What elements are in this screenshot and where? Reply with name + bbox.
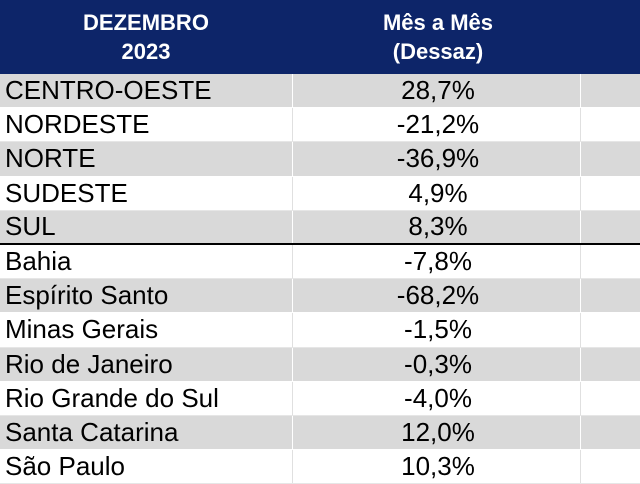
region-cell: Bahia bbox=[5, 246, 72, 277]
header-period: DEZEMBRO 2023 bbox=[0, 0, 292, 74]
table-body: CENTRO-OESTE 28,7% NORDESTE -21,2% NORTE… bbox=[0, 74, 640, 484]
region-cell: CENTRO-OESTE bbox=[5, 75, 212, 106]
value-cell: -7,8% bbox=[404, 246, 472, 277]
region-cell: Santa Catarina bbox=[5, 416, 179, 447]
region-cell: Espírito Santo bbox=[5, 280, 169, 311]
value-cell: -36,9% bbox=[396, 143, 480, 174]
value-cell: 12,0% bbox=[401, 416, 475, 447]
table-row: São Paulo 10,3% bbox=[0, 450, 640, 484]
value-cell: -1,5% bbox=[404, 314, 472, 345]
value-cell: 28,7% bbox=[401, 75, 475, 106]
table-row: Minas Gerais -1,5% bbox=[0, 313, 640, 348]
table-row: Espírito Santo -68,2% bbox=[0, 279, 640, 314]
value-cell: -21,2% bbox=[396, 109, 480, 140]
value-cell: 10,3% bbox=[401, 451, 475, 482]
table-header: DEZEMBRO 2023 Mês a Mês (Dessaz) bbox=[0, 0, 640, 74]
header-month: DEZEMBRO bbox=[83, 10, 209, 35]
table-row: SUDESTE 4,9% bbox=[0, 176, 640, 211]
header-metric: Mês a Mês (Dessaz) bbox=[292, 0, 584, 74]
table-row: Rio de Janeiro -0,3% bbox=[0, 347, 640, 382]
header-metric-title: Mês a Mês bbox=[382, 10, 494, 35]
region-cell: Rio Grande do Sul bbox=[5, 382, 219, 413]
value-cell: 8,3% bbox=[408, 211, 468, 242]
value-cell: 4,9% bbox=[408, 177, 468, 208]
table-row: NORTE -36,9% bbox=[0, 142, 640, 177]
table-row: CENTRO-OESTE 28,7% bbox=[0, 74, 640, 109]
region-cell: SUL bbox=[5, 211, 56, 242]
region-cell: NORTE bbox=[5, 143, 96, 174]
table-row: Bahia -7,8% bbox=[0, 244, 640, 280]
table-row: SUL 8,3% bbox=[0, 210, 640, 245]
value-cell: -4,0% bbox=[404, 382, 472, 413]
region-cell: São Paulo bbox=[5, 451, 125, 482]
region-cell: Minas Gerais bbox=[5, 314, 159, 345]
region-cell: SUDESTE bbox=[5, 177, 128, 208]
value-cell: -68,2% bbox=[396, 280, 480, 311]
region-cell: Rio de Janeiro bbox=[5, 348, 173, 379]
header-year: 2023 bbox=[121, 39, 171, 64]
table-row: Rio Grande do Sul -4,0% bbox=[0, 381, 640, 416]
table-row: Santa Catarina 12,0% bbox=[0, 415, 640, 451]
header-metric-note: (Dessaz) bbox=[392, 39, 484, 64]
region-cell: NORDESTE bbox=[5, 109, 150, 140]
value-cell: -0,3% bbox=[404, 348, 472, 379]
table-row: NORDESTE -21,2% bbox=[0, 108, 640, 143]
